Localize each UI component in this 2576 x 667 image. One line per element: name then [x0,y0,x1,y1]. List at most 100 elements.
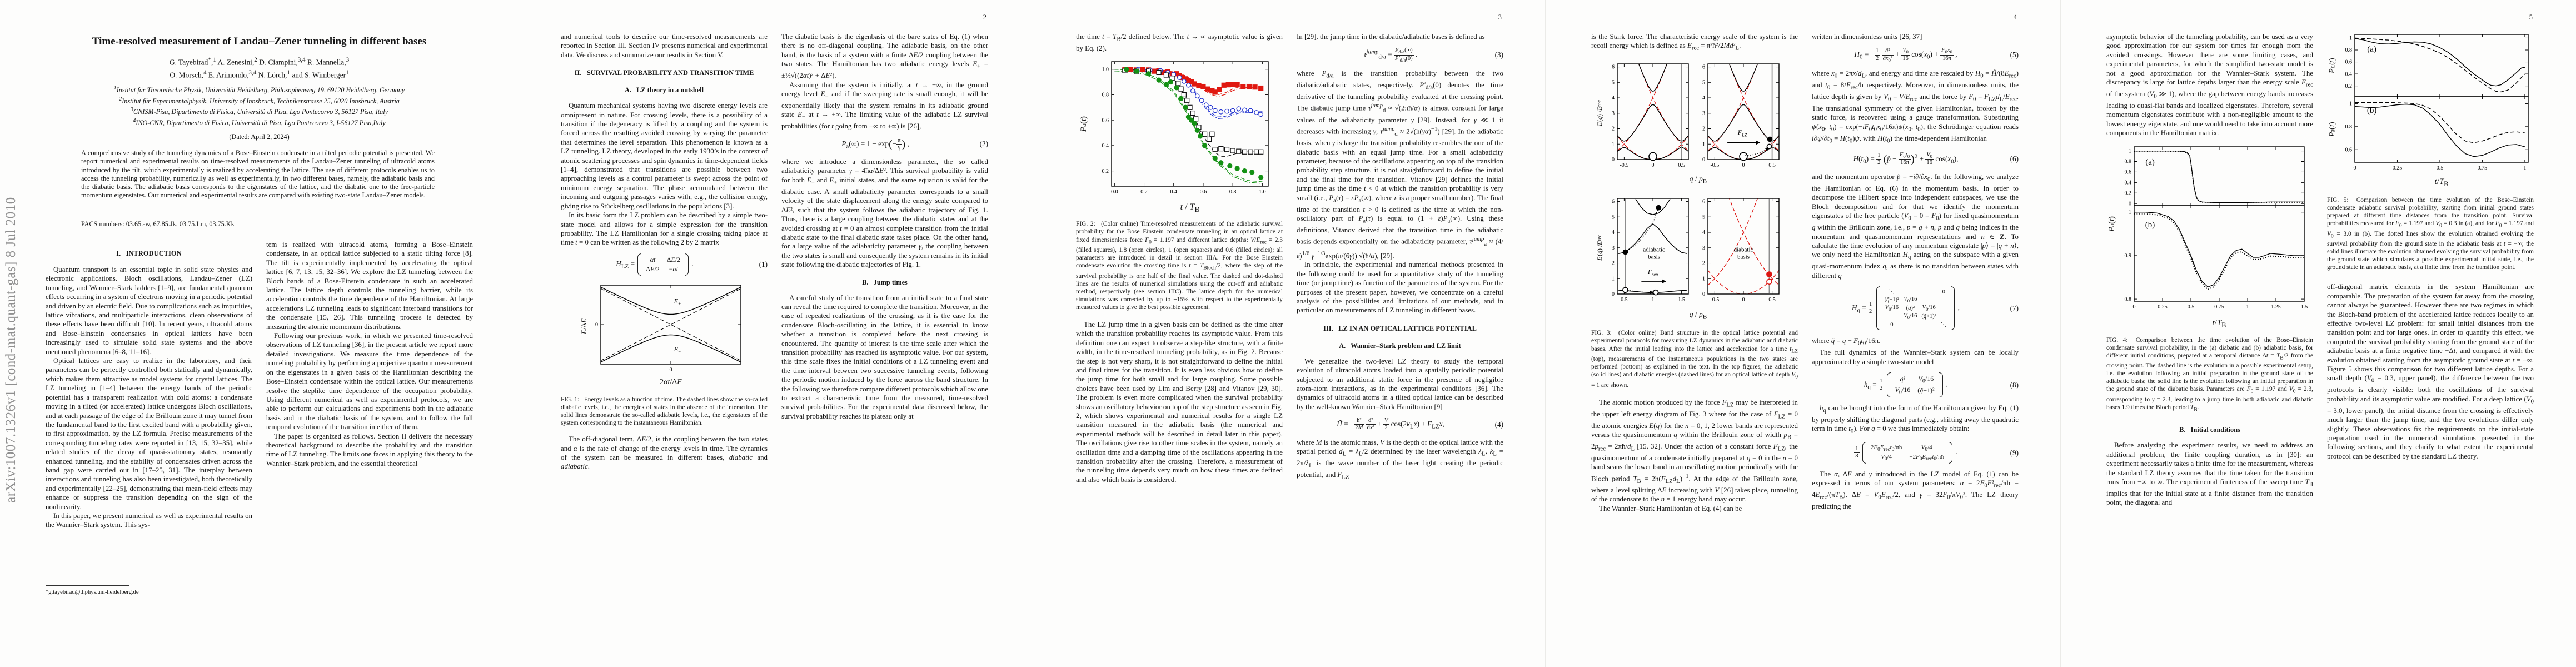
paragraph: The full dynamics of the Wannier–Stark s… [1812,349,2019,366]
svg-text:FLZ: FLZ [1737,128,1747,138]
svg-text:1: 1 [2246,304,2249,310]
affiliation-1: 1Institut für Theoretische Physik, Unive… [113,85,405,94]
svg-text:1.0: 1.0 [1259,189,1266,195]
svg-text:(a): (a) [2367,45,2376,54]
svg-text:0: 0 [1702,292,1705,298]
equation-7-number: (7) [2010,303,2019,312]
svg-text:E+: E+ [674,297,681,306]
svg-text:0: 0 [1612,157,1615,163]
paragraph: where M is the atomic mass, V is the dep… [1297,438,1503,481]
svg-text:(b): (b) [2145,221,2155,230]
svg-text:0.4: 0.4 [1170,189,1177,195]
svg-text:0: 0 [1612,292,1615,298]
svg-text:0.25: 0.25 [2158,304,2168,310]
equation-2: Pa(∞) = 1 − exp(− π γ) , (2) [781,137,988,151]
pacs-numbers: PACS numbers: 03.65.-w, 67.85.Jk, 03.75.… [81,220,235,228]
svg-text:0.9: 0.9 [2125,253,2132,259]
abstract: A comprehensive study of the tunneling d… [81,149,435,200]
svg-text:0.5: 0.5 [2188,304,2195,310]
paragraph: where x0 = 2πx/dL, and energy and time a… [1812,69,2019,145]
page-number: 4 [2013,13,2017,21]
paragraph: The paper is organized as follows. Secti… [266,432,473,467]
page-number: 2 [983,13,986,21]
svg-text:0.0: 0.0 [1111,189,1118,195]
fig5-x-axis-label: t/TB [2434,177,2449,188]
svg-text:0.5: 0.5 [1768,162,1776,168]
subsection-heading-initial-conditions: B. Initial conditions [2179,426,2240,434]
paragraph: The diabatic basis is the eigenbasis of … [781,33,988,80]
svg-text:0.6: 0.6 [2345,59,2353,66]
svg-text:3: 3 [1702,111,1705,117]
figure-1: 0 0 E+ E− E/Δ E 2αt/ΔE [561,282,768,391]
svg-text:5: 5 [1612,215,1615,221]
svg-text:Fsep: Fsep [1647,268,1658,277]
dated-line: (Dated: April 2, 2024) [229,133,290,141]
authors-line-2: O. Morsch,4 E. Arimondo,3,4 N. Lörch,1 a… [170,69,349,79]
title-block: Time-resolved measurement of Landau–Zene… [46,36,473,141]
subsection-heading-wannier-stark: A. Wannier–Stark problem and LZ limit [1339,341,1461,350]
figure-1-caption: FIG. 1: Energy levels as a function of t… [561,396,768,426]
svg-text:1.25: 1.25 [2271,304,2281,310]
subsection-heading-lz-theory: A. LZ theory in a nutshell [624,86,704,94]
equation-3-body: τjumpd/a = Pd/a(∞) P′d/a(0) . [1363,47,1418,63]
svg-text:0.25: 0.25 [2393,165,2403,171]
svg-text:3: 3 [1612,111,1615,117]
svg-text:0.4: 0.4 [1102,143,1109,149]
equation-5-body: H0 = −1 2 ∂² ∂x0² + V0 16 cos(x0) + F0x0 16π… [1854,47,1957,63]
paragraph: A careful study of the transition from a… [781,293,988,420]
figure-4: 0 0.2 0.4 0.6 0.8 1 (a) 0 0.25 0.5 0.75 1 1.25 1.5 0.8… [2106,143,2313,331]
figure-4-caption: FIG. 4: Comparison between the time evol… [2106,336,2314,413]
svg-text:-0.5: -0.5 [1710,162,1719,168]
svg-text:0.2: 0.2 [1140,189,1148,195]
svg-text:2: 2 [1612,126,1615,132]
fig1-y-axis-label: E/Δ E [580,318,588,334]
fig4-survival-probability-plot: 0 0.2 0.4 0.6 0.8 1 (a) 0 0.25 0.5 0.75 1 1.25 1.5 0.8… [2125,146,2308,310]
svg-text:(b): (b) [2367,106,2377,115]
equation-6-number: (6) [2010,154,2019,163]
svg-text:0.5: 0.5 [1621,297,1628,303]
paragraph: asymptotic behavior of the tunneling pro… [2106,33,2313,137]
footnote-block: *g.tayebirad@thphys.uni-heidelberg.de [46,585,139,597]
svg-text:6: 6 [1612,64,1615,71]
paragraph: off-diagonal matrix elements in the syst… [2327,283,2534,460]
svg-text:0.5: 0.5 [1678,162,1685,168]
paragraph: The Wannier–Stark Hamiltonian of Eq. (4)… [1599,504,1742,512]
page5-left-column: asymptotic behavior of the tunneling pro… [2106,32,2313,507]
svg-text:0: 0 [670,367,672,373]
svg-text:0.2: 0.2 [1102,168,1109,175]
paragraph: is the Stark force. The characteristic e… [1591,33,1798,52]
svg-text:5: 5 [1612,80,1615,86]
figure-5: 0.2 0.4 0.6 0.8 1 (a) 0 0.25 0.5 0.75 1 0.6 0.8 1 (b) … [2327,32,2534,191]
footnote-rule [46,585,129,586]
svg-text:1: 1 [1612,276,1615,282]
svg-text:0.8: 0.8 [1229,189,1237,195]
page2-left-column: and numerical tools to describe our time… [561,32,768,471]
page-3: 3 the time t = TB/2 defined below. The t… [1030,0,1546,667]
paragraph: In its basic form the LZ problem can be … [561,211,768,247]
svg-text:1.0: 1.0 [1102,67,1109,73]
svg-text:0.6: 0.6 [1200,189,1207,195]
svg-text:1: 1 [1652,297,1655,303]
equation-9-number: (9) [2010,448,2019,457]
svg-text:1.5: 1.5 [2301,304,2308,310]
page-number: 3 [1498,13,1502,21]
affiliation-3: 3CNISM-Pisa, Dipartimento di Fisica, Uni… [130,107,388,116]
svg-text:-0.5: -0.5 [1710,297,1719,303]
svg-text:0.5: 0.5 [2437,165,2444,171]
figure-2-caption: FIG. 2: (Color online) Time-resolved mea… [1076,221,1283,311]
paragraph: where Pd/a is the transition probability… [1297,69,1504,260]
svg-text:diabatic: diabatic [1734,247,1753,253]
svg-text:1: 1 [2523,165,2526,171]
equation-1-number: (1) [759,260,768,268]
svg-text:0.8: 0.8 [1102,92,1109,98]
svg-text:4: 4 [1702,96,1705,102]
affiliation-4: 4INO-CNR, Dipartimento di Fisica, Univer… [133,117,386,127]
page3-right-column: In [29], the jump time in the diabatic/a… [1297,32,1503,482]
fig3-band-structure-plot: -0.5 0 0.5 0 1 2 3 4 5 6 -0.5 0 0.5 0 1 2 3 4 5 6 FLZ 0.5 1 1.5… [1612,63,1780,303]
svg-text:1: 1 [2129,210,2131,216]
